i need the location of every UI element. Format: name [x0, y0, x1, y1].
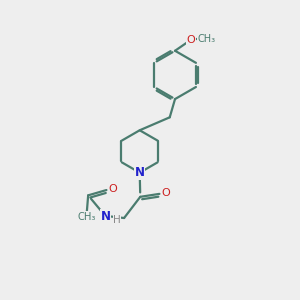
Text: O: O — [187, 34, 196, 45]
Text: CH₃: CH₃ — [197, 34, 216, 44]
Text: CH₃: CH₃ — [77, 212, 96, 221]
Text: H: H — [113, 215, 121, 225]
Text: O: O — [161, 188, 170, 198]
Text: N: N — [135, 166, 145, 179]
Text: N: N — [101, 210, 111, 223]
Text: O: O — [109, 184, 117, 194]
